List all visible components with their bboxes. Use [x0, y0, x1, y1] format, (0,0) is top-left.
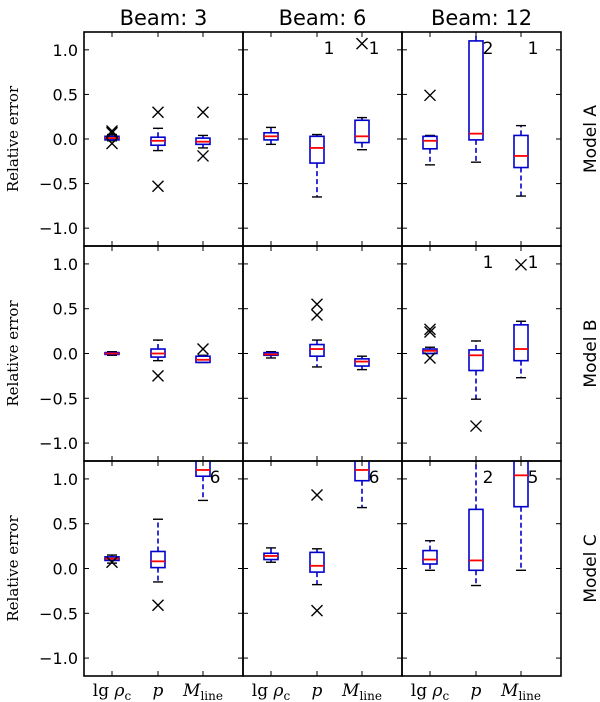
y-tick-label: 0.0	[53, 560, 78, 579]
box-iqr	[422, 135, 438, 150]
outside-count-label: 6	[369, 468, 380, 488]
outlier-marker	[197, 343, 209, 356]
panel-frame	[83, 460, 244, 677]
outlier-marker	[152, 599, 164, 612]
y-tick-label: 0.0	[53, 130, 78, 149]
outlier-marker	[515, 258, 527, 271]
outlier-marker	[152, 106, 164, 119]
panel-marks	[104, 106, 211, 193]
box-iqr	[354, 119, 370, 144]
outlier-marker	[106, 126, 118, 139]
y-tick-label: 1.0	[53, 41, 78, 60]
box-iqr	[513, 324, 529, 362]
outlier-marker	[106, 556, 118, 569]
panel-frame	[401, 460, 562, 677]
outlier-marker	[311, 298, 323, 311]
outside-count-label: 1	[324, 39, 335, 59]
outside-count-label: 5	[528, 468, 539, 488]
box-iqr	[513, 461, 529, 508]
box-iqr	[468, 508, 484, 572]
y-tick-label: 1.0	[53, 255, 78, 274]
panel-marks	[263, 298, 370, 371]
box-iqr	[309, 551, 325, 573]
x-category-label: lg ρc	[411, 681, 450, 702]
outlier-marker	[470, 420, 482, 433]
box-iqr	[468, 349, 484, 372]
y-tick-label: −1.0	[39, 434, 78, 453]
y-tick-label: −0.5	[39, 175, 78, 194]
box-iqr	[150, 550, 166, 569]
y-tick-label: −0.5	[39, 604, 78, 623]
y-tick-label: 0.0	[53, 345, 78, 364]
panel-frame	[401, 31, 562, 247]
outside-count-label: 6	[210, 468, 221, 488]
x-category-label: p	[471, 681, 482, 701]
outlier-marker	[424, 323, 436, 336]
outside-count-label: 1	[528, 253, 539, 273]
outlier-marker	[356, 37, 368, 50]
row-title: Model A	[581, 105, 600, 173]
outlier-marker	[197, 149, 209, 162]
x-category-label: Mline	[182, 681, 223, 702]
y-tick-label: 0.5	[53, 515, 78, 534]
panel-marks	[422, 461, 529, 587]
x-category-label: p	[153, 681, 164, 701]
column-title: Beam: 12	[431, 6, 532, 30]
outlier-marker	[311, 489, 323, 502]
outlier-marker	[106, 137, 118, 150]
panel-marks	[263, 461, 370, 617]
panel-marks	[422, 258, 529, 433]
outlier-marker	[424, 326, 436, 338]
outlier-marker	[152, 369, 164, 382]
outside-count-label: 2	[483, 39, 494, 59]
column-title: Beam: 6	[279, 6, 367, 30]
y-tick-label: −1.0	[39, 649, 78, 668]
box-iqr	[468, 40, 484, 141]
x-category-label: lg ρc	[252, 681, 291, 702]
outside-count-label: 2	[483, 468, 494, 488]
panel-marks	[263, 37, 370, 198]
outlier-marker	[424, 89, 436, 102]
y-axis-label: Relative error	[4, 300, 22, 407]
panel-marks	[104, 339, 211, 382]
panel-marks	[104, 461, 211, 612]
row-title: Model C	[581, 534, 600, 602]
outlier-marker	[106, 124, 118, 137]
y-tick-label: 0.5	[53, 300, 78, 319]
panel-frame	[242, 31, 403, 247]
outside-count-label: 1	[528, 39, 539, 59]
outlier-marker	[197, 106, 209, 119]
y-axis-label: Relative error	[4, 85, 22, 192]
panel-marks	[422, 32, 529, 197]
x-category-label: Mline	[500, 681, 541, 702]
outlier-marker	[424, 351, 436, 364]
box-iqr	[195, 461, 211, 478]
y-tick-label: −1.0	[39, 219, 78, 238]
box-iqr	[309, 135, 325, 164]
outlier-marker	[311, 604, 323, 617]
outside-count-label: 1	[369, 39, 380, 59]
outlier-marker	[152, 180, 164, 193]
x-category-label: Mline	[341, 681, 382, 702]
outlier-marker	[311, 308, 323, 321]
outside-count-label: 1	[483, 253, 494, 273]
box-iqr	[354, 461, 370, 482]
panel-frame	[242, 460, 403, 677]
column-title: Beam: 3	[120, 6, 208, 30]
y-tick-label: −0.5	[39, 389, 78, 408]
x-category-label: lg ρc	[93, 681, 132, 702]
y-tick-label: 0.5	[53, 85, 78, 104]
box-iqr	[422, 549, 438, 565]
box-iqr	[309, 343, 325, 357]
y-axis-label: Relative error	[4, 515, 22, 622]
x-category-label: p	[312, 681, 323, 701]
y-tick-label: 1.0	[53, 470, 78, 489]
row-title: Model B	[581, 319, 600, 387]
box-iqr	[513, 134, 529, 169]
